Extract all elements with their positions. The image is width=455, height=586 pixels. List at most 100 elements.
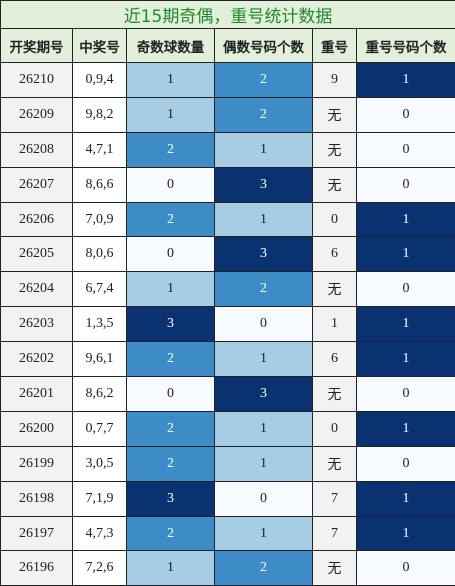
table-row: 26203 1,3,5 3 0 1 1 [0,306,455,343]
header-cell: 重号 [312,28,357,63]
table-row: 26209 9,8,2 1 2 无 0 [0,96,455,133]
table-cell: 3 [126,480,215,517]
table-cell: 0 [355,445,455,482]
table-cell: 7,0,9 [72,201,127,238]
header-row: 开奖期号 中奖号 奇数球数量 偶数号码个数 重号 重号号码个数 [0,28,455,63]
table-cell: 1 [214,410,313,447]
table-cell: 26209 [0,96,73,133]
table-cell: 无 [312,131,357,168]
table-row: 26205 8,0,6 0 3 6 1 [0,236,455,273]
table-cell: 26202 [0,341,73,378]
table-cell: 无 [312,166,357,203]
table-title: 近15期奇偶，重号统计数据 [0,0,455,29]
table-cell: 1 [214,201,313,238]
table-cell: 7 [312,480,357,517]
table-cell: 4,7,1 [72,131,127,168]
table-cell: 2 [214,96,313,133]
table-cell: 0 [312,410,357,447]
table-row: 26197 4,7,3 2 1 7 1 [0,515,455,552]
table-cell: 26206 [0,201,73,238]
table-cell: 8,6,2 [72,376,127,412]
table-cell: 1 [355,306,455,343]
table-cell: 1 [355,480,455,517]
table-cell: 无 [312,376,357,412]
table-cell: 26198 [0,480,73,517]
table-cell: 3 [214,236,313,273]
table-cell: 7 [312,515,357,552]
table-cell: 8,0,6 [72,236,127,273]
table-cell: 无 [312,271,357,308]
table-cell: 1 [214,445,313,482]
table-cell: 1 [355,515,455,552]
table-cell: 3 [214,376,313,412]
table-cell: 0 [355,271,455,308]
table-cell: 1 [355,341,455,378]
table-row: 26200 0,7,7 2 1 0 1 [0,410,455,447]
table-row: 26206 7,0,9 2 1 0 1 [0,201,455,238]
table-cell: 无 [312,96,357,133]
table-cell: 1 [355,410,455,447]
table-cell: 6,7,4 [72,271,127,308]
table-cell: 3 [214,166,313,203]
table-cell: 6 [312,341,357,378]
table-cell: 0 [355,166,455,203]
table-cell: 4,7,3 [72,515,127,552]
table-cell: 26204 [0,271,73,308]
table-cell: 1 [126,550,215,586]
table-cell: 9 [312,62,357,98]
table-cell: 0 [214,480,313,517]
table-cell: 26200 [0,410,73,447]
table-cell: 0,7,7 [72,410,127,447]
table-cell: 0 [214,306,313,343]
table-cell: 26210 [0,62,73,98]
table-cell: 26197 [0,515,73,552]
table-cell: 0 [355,96,455,133]
table-cell: 0 [355,376,455,412]
table-cell: 0 [355,131,455,168]
table-cell: 26201 [0,376,73,412]
table-cell: 2 [214,62,313,98]
table-row: 26201 8,6,2 0 3 无 0 [0,376,455,412]
table-row: 26199 3,0,5 2 1 无 0 [0,445,455,482]
table-cell: 1 [214,515,313,552]
table-cell: 9,8,2 [72,96,127,133]
table-cell: 2 [214,550,313,586]
table-cell: 2 [126,515,215,552]
header-cell: 奇数球数量 [126,28,215,63]
table-cell: 2 [126,445,215,482]
header-cell: 重号号码个数 [355,28,455,63]
table-row: 26207 8,6,6 0 3 无 0 [0,166,455,203]
table-cell: 0 [126,236,215,273]
table-cell: 1,3,5 [72,306,127,343]
table-cell: 7,1,9 [72,480,127,517]
table-cell: 6 [312,236,357,273]
table-cell: 26207 [0,166,73,203]
table-cell: 1 [214,131,313,168]
table-row: 26196 7,2,6 1 2 无 0 [0,550,455,586]
header-cell: 偶数号码个数 [214,28,313,63]
table-cell: 7,2,6 [72,550,127,586]
table-cell: 26208 [0,131,73,168]
table-cell: 1 [355,201,455,238]
table-cell: 无 [312,550,357,586]
header-cell: 中奖号 [72,28,127,63]
table-cell: 26196 [0,550,73,586]
table-row: 26208 4,7,1 2 1 无 0 [0,131,455,168]
table-body: 26210 0,9,4 1 2 9 1 26209 9,8,2 1 2 无 0 26208 4,7,1 2 1… [0,62,455,586]
table-cell: 2 [126,341,215,378]
table-cell: 3 [126,306,215,343]
table-cell: 0 [126,376,215,412]
table-cell: 26199 [0,445,73,482]
table-cell: 无 [312,445,357,482]
table-row: 26202 9,6,1 2 1 6 1 [0,341,455,378]
table-cell: 1 [126,271,215,308]
table-cell: 0,9,4 [72,62,127,98]
table-cell: 2 [126,201,215,238]
table-cell: 0 [355,550,455,586]
table-cell: 2 [126,410,215,447]
table-cell: 9,6,1 [72,341,127,378]
table-row: 26204 6,7,4 1 2 无 0 [0,271,455,308]
table-cell: 1 [355,62,455,98]
